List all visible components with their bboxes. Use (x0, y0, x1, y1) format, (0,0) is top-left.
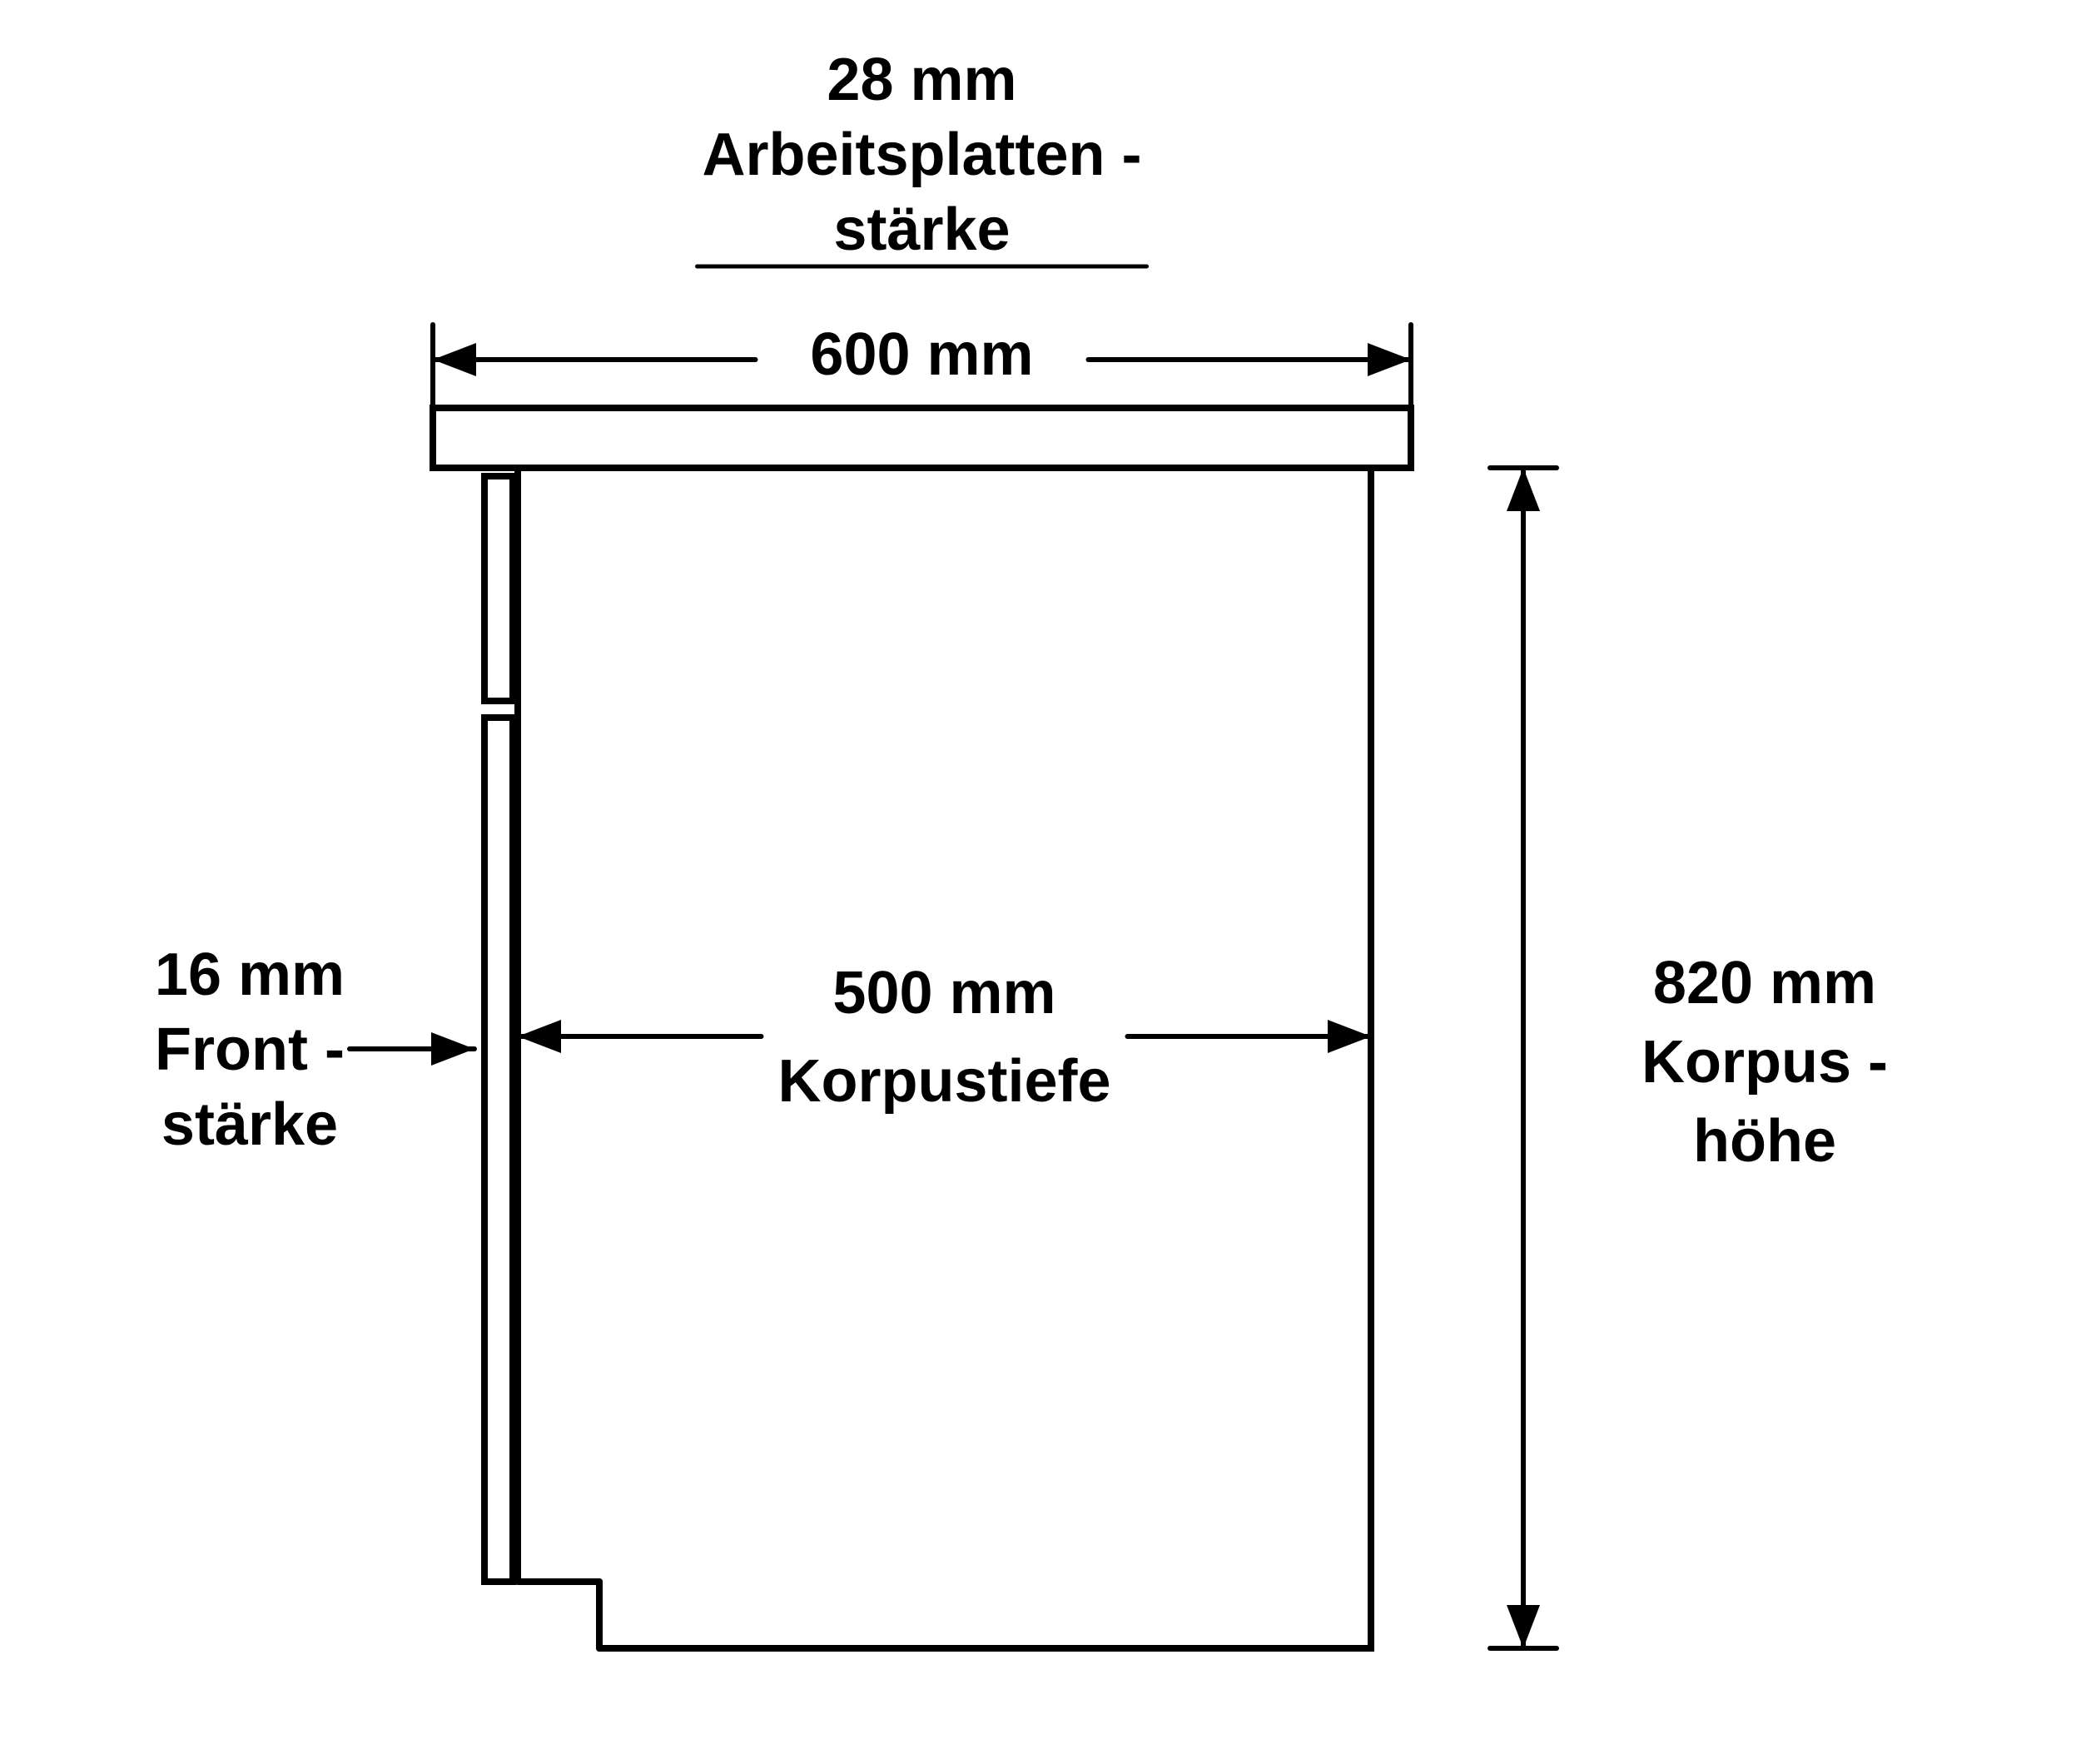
label-front-thickness-2: stärke (161, 1091, 338, 1158)
label-corpus-depth-value: 500 mm (832, 960, 1055, 1026)
label-worktop-thickness-2: stärke (833, 196, 1010, 263)
label-corpus-depth-name: Korpustiefe (777, 1048, 1110, 1115)
label-corpus-height-value: 820 mm (1653, 950, 1876, 1016)
label-front-thickness-value: 16 mm (155, 942, 345, 1008)
label-front-thickness-1: Front - (155, 1016, 345, 1083)
label-worktop-width: 600 mm (810, 321, 1033, 388)
label-worktop-thickness-1: Arbeitsplatten - (702, 122, 1141, 188)
label-corpus-height-1: Korpus - (1641, 1029, 1888, 1096)
label-worktop-thickness-value: 28 mm (827, 47, 1016, 113)
label-corpus-height-2: höhe (1693, 1108, 1836, 1175)
